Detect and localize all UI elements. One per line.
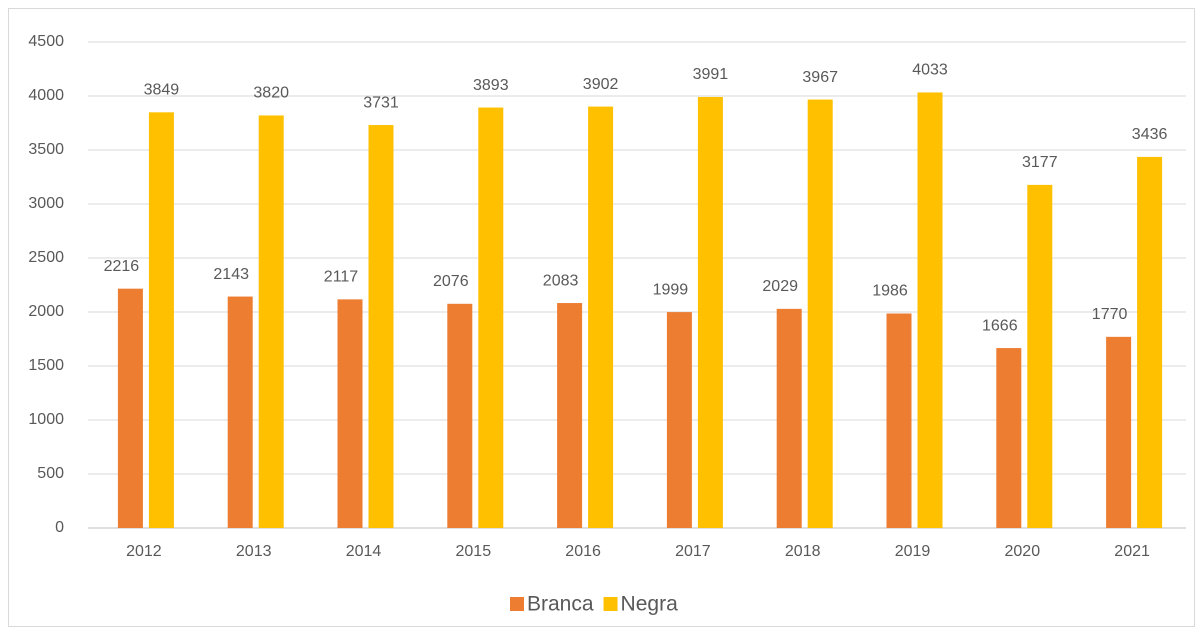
y-tick-label: 2500 xyxy=(28,249,64,266)
bar xyxy=(697,96,723,529)
bar xyxy=(337,299,363,528)
x-tick-label: 2016 xyxy=(565,543,601,560)
legend-swatch xyxy=(603,597,618,611)
bar xyxy=(666,312,692,528)
y-tick-label: 500 xyxy=(37,465,64,482)
data-label: 3177 xyxy=(1022,154,1058,171)
data-label: 3967 xyxy=(802,69,838,86)
data-label: 3820 xyxy=(253,85,289,102)
data-label: 2117 xyxy=(324,269,359,286)
y-tick-label: 3500 xyxy=(28,141,64,158)
data-label: 3893 xyxy=(473,77,509,94)
bar xyxy=(996,348,1022,528)
data-label: 1999 xyxy=(653,281,689,298)
bar xyxy=(776,308,802,528)
bar xyxy=(557,303,583,528)
y-tick-label: 1500 xyxy=(28,357,64,374)
data-label: 2076 xyxy=(433,273,469,290)
x-tick-label: 2021 xyxy=(1114,543,1150,560)
bar xyxy=(1027,184,1053,528)
x-tick-label: 2015 xyxy=(456,543,492,560)
bar xyxy=(227,296,253,528)
data-label: 3991 xyxy=(693,66,729,83)
data-label: 2029 xyxy=(762,278,798,295)
data-label: 3436 xyxy=(1132,126,1168,143)
y-tick-label: 1000 xyxy=(28,411,64,428)
x-tick-label: 2012 xyxy=(126,543,162,560)
data-label: 2143 xyxy=(213,266,249,283)
x-tick-label: 2019 xyxy=(895,543,931,560)
x-tick-label: 2017 xyxy=(675,543,711,560)
data-label: 1770 xyxy=(1092,306,1128,323)
bar xyxy=(886,313,912,528)
data-label: 2083 xyxy=(543,272,579,289)
bar xyxy=(258,115,284,528)
bar xyxy=(478,107,504,528)
bar xyxy=(588,106,614,529)
y-tick-label: 0 xyxy=(55,519,64,536)
x-tick-label: 2014 xyxy=(346,543,382,560)
data-label: 4033 xyxy=(912,62,948,79)
bar xyxy=(368,125,394,528)
bar xyxy=(1106,336,1132,528)
data-label: 1666 xyxy=(982,317,1018,334)
bar xyxy=(148,112,174,529)
y-tick-label: 2000 xyxy=(28,303,64,320)
legend-swatch xyxy=(510,597,524,611)
legend-label: Negra xyxy=(621,593,679,616)
data-label: 3731 xyxy=(363,94,399,111)
x-tick-label: 2013 xyxy=(236,543,272,560)
x-tick-label: 2018 xyxy=(785,543,821,560)
x-tick-label: 2020 xyxy=(1005,543,1041,560)
y-tick-label: 3000 xyxy=(28,195,64,212)
bar xyxy=(117,288,143,528)
bar xyxy=(1137,156,1163,529)
data-label: 3902 xyxy=(583,76,619,93)
bar xyxy=(447,303,473,528)
y-tick-label: 4500 xyxy=(28,33,64,50)
bar xyxy=(917,92,943,528)
data-label: 2216 xyxy=(104,258,140,275)
bar xyxy=(807,99,833,529)
legend-label: Branca xyxy=(527,593,594,616)
y-tick-label: 4000 xyxy=(28,87,64,104)
data-label: 3849 xyxy=(144,82,180,99)
data-label: 1986 xyxy=(872,283,908,300)
